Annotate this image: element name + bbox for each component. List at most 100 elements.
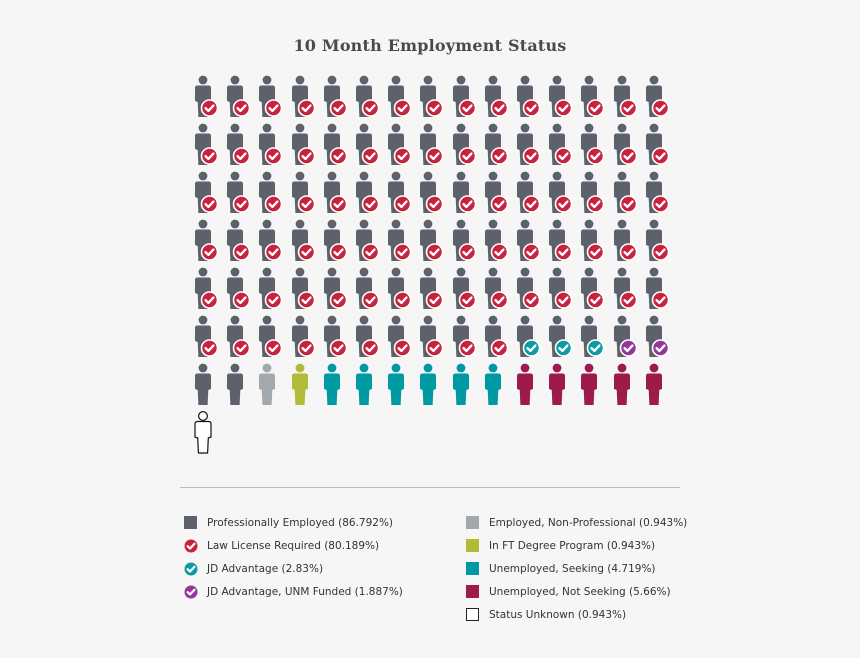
person-icon [224, 75, 251, 119]
person-icon [289, 267, 315, 311]
legend-label: Law License Required (80.189%) [207, 539, 380, 552]
square-swatch-icon [466, 562, 479, 575]
person-icon [643, 219, 670, 263]
person-icon [514, 267, 541, 311]
person-icon [321, 123, 348, 167]
person-icon [321, 219, 348, 263]
person-icon [514, 315, 541, 359]
legend-item-jd-unm-funded: JD Advantage, UNM Funded (1.887%) [184, 580, 403, 603]
person-icon [450, 315, 476, 359]
person-icon [643, 267, 670, 311]
person-icon [578, 75, 605, 119]
person-icon [353, 75, 380, 119]
check-badge-icon [184, 585, 198, 598]
legend-item-degree-program: In FT Degree Program (0.943%) [466, 534, 687, 557]
person-icon [514, 363, 536, 407]
person-icon [578, 123, 605, 167]
person-icon [353, 315, 380, 359]
person-icon [546, 363, 568, 407]
person-icon [450, 75, 476, 119]
pictogram-grid [192, 75, 670, 454]
legend-item-unemployed-not-seeking: Unemployed, Not Seeking (5.66%) [466, 580, 687, 603]
person-icon [289, 219, 315, 263]
legend-left: Professionally Employed (86.792%) Law Li… [184, 511, 403, 603]
person-icon [192, 315, 219, 359]
legend-label: JD Advantage, UNM Funded (1.887%) [207, 585, 403, 598]
person-icon [546, 123, 573, 167]
person-icon [482, 171, 509, 215]
person-icon [611, 267, 637, 311]
person-icon [482, 123, 509, 167]
person-icon [643, 363, 665, 407]
person-icon [417, 75, 444, 119]
person-icon [417, 315, 444, 359]
person-icon [289, 363, 311, 407]
person-icon [353, 267, 380, 311]
person-icon [611, 315, 637, 359]
person-icon [192, 363, 214, 407]
person-icon [289, 315, 315, 359]
person-icon [450, 363, 472, 407]
person-icon [385, 75, 412, 119]
person-icon [578, 267, 605, 311]
square-swatch-icon [184, 516, 197, 529]
person-icon [450, 123, 476, 167]
person-icon [353, 123, 380, 167]
person-icon [353, 219, 380, 263]
square-swatch-icon [466, 585, 479, 598]
legend-label: Employed, Non-Professional (0.943%) [489, 516, 688, 529]
person-icon [192, 171, 219, 215]
person-icon [514, 171, 541, 215]
person-icon [192, 267, 219, 311]
person-icon [289, 171, 315, 215]
legend-label: Unemployed, Seeking (4.719%) [489, 562, 656, 575]
person-icon [611, 171, 637, 215]
legend-item-professional: Professionally Employed (86.792%) [184, 511, 403, 534]
person-icon [321, 75, 348, 119]
person-icon [514, 123, 541, 167]
person-icon [643, 315, 670, 359]
person-icon [224, 123, 251, 167]
person-icon [385, 123, 412, 167]
person-icon [643, 75, 670, 119]
person-icon [417, 219, 444, 263]
person-icon [321, 363, 343, 407]
outline-swatch-icon [466, 608, 479, 621]
person-icon [385, 267, 412, 311]
divider [180, 487, 680, 488]
person-icon [546, 315, 573, 359]
check-badge-icon [184, 562, 198, 575]
person-icon [385, 171, 412, 215]
legend-item-status-unknown: Status Unknown (0.943%) [466, 603, 687, 626]
person-icon [611, 75, 637, 119]
person-icon [417, 123, 444, 167]
person-icon [224, 363, 246, 407]
person-icon [578, 315, 605, 359]
person-icon [385, 315, 412, 359]
person-icon [643, 171, 670, 215]
person-icon [450, 267, 476, 311]
person-icon [417, 267, 444, 311]
person-icon [482, 267, 509, 311]
person-icon [417, 363, 439, 407]
person-icon [643, 123, 670, 167]
person-icon [224, 171, 251, 215]
person-icon [450, 219, 476, 263]
person-icon [385, 219, 412, 263]
person-icon [224, 267, 251, 311]
person-icon [482, 315, 509, 359]
chart-title: 10 Month Employment Status [293, 36, 567, 55]
person-icon [256, 267, 283, 311]
person-icon [578, 363, 600, 407]
square-swatch-icon [466, 516, 479, 529]
person-icon [256, 123, 283, 167]
person-icon [256, 75, 283, 119]
person-icon [353, 363, 375, 407]
person-icon [224, 219, 251, 263]
person-icon [321, 315, 348, 359]
legend-label: Status Unknown (0.943%) [489, 608, 627, 621]
person-icon [611, 123, 637, 167]
legend-label: JD Advantage (2.83%) [207, 562, 324, 575]
person-icon [482, 219, 509, 263]
legend-label: Unemployed, Not Seeking (5.66%) [489, 585, 671, 598]
